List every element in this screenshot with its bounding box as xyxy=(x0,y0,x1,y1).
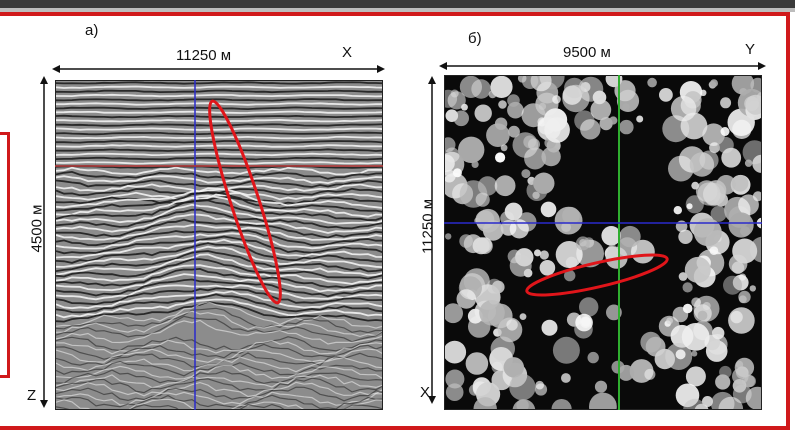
fault-ellipse-b xyxy=(524,247,670,303)
panel-b-overlays xyxy=(444,75,762,410)
